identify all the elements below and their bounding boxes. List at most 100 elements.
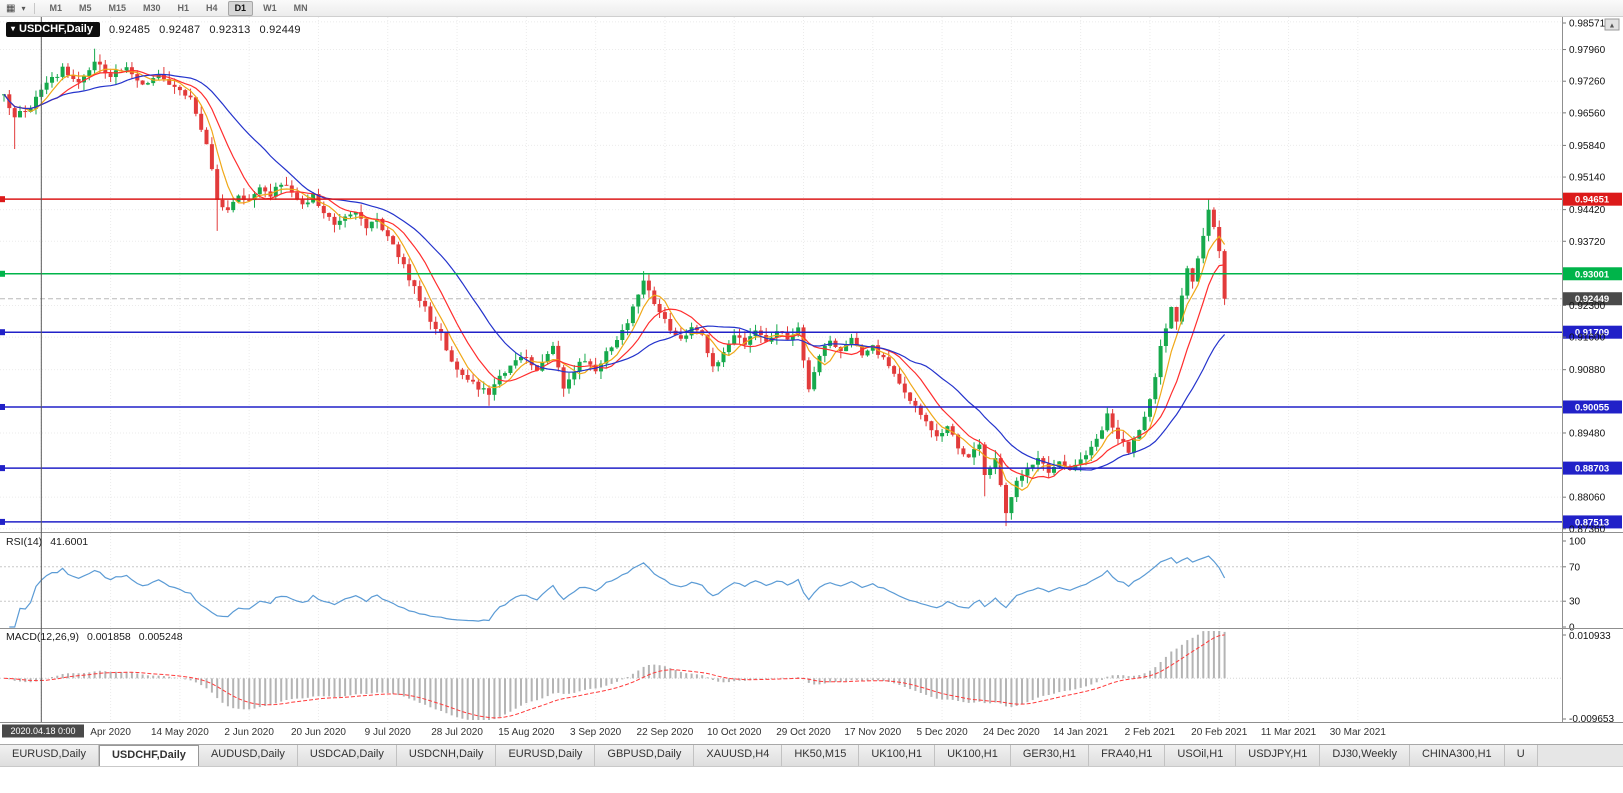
svg-text:0.010933: 0.010933 <box>1569 631 1611 642</box>
svg-text:0.96560: 0.96560 <box>1569 108 1606 119</box>
horizontal-line[interactable]: 0.93001 <box>0 267 1622 281</box>
svg-text:5 Dec 2020: 5 Dec 2020 <box>917 727 969 738</box>
timeframe-button-m15[interactable]: M15 <box>108 2 127 13</box>
horizontal-line[interactable]: 0.90055 <box>0 400 1622 414</box>
svg-text:0.88703: 0.88703 <box>1575 464 1609 475</box>
macd-label: MACD(12,26,9) <box>6 631 79 643</box>
svg-text:0.97260: 0.97260 <box>1569 77 1606 88</box>
ma-red <box>3 69 1225 480</box>
symbol-caret-icon: ▾ <box>11 24 16 33</box>
svg-text:0.91709: 0.91709 <box>1575 328 1609 339</box>
svg-text:0.95840: 0.95840 <box>1569 141 1606 152</box>
timeframe-button-w1[interactable]: W1 <box>263 2 277 13</box>
timeframe-button-mn[interactable]: MN <box>293 2 308 13</box>
current-price-label: 0.92449 <box>1563 292 1622 306</box>
chart-tab[interactable]: DJ30,Weekly <box>1320 745 1410 766</box>
svg-text:0.87360: 0.87360 <box>1569 524 1606 535</box>
up-arrow-icon: ▲ <box>1609 23 1616 30</box>
quote-open: 0.92485 <box>108 23 151 36</box>
chart-tab[interactable]: USDCNH,Daily <box>396 745 497 766</box>
chart-tab[interactable]: GER30,H1 <box>1010 745 1090 766</box>
timeframe-button-d1[interactable]: D1 <box>227 0 254 16</box>
chart-tab[interactable]: GBPUSD,Daily <box>595 745 695 766</box>
macd-signal-line <box>3 634 1225 719</box>
chart-tab[interactable]: USDCAD,Daily <box>297 745 397 766</box>
svg-text:0.91600: 0.91600 <box>1569 333 1606 344</box>
svg-text:0.98571: 0.98571 <box>1569 19 1606 30</box>
svg-text:0.87513: 0.87513 <box>1575 517 1609 528</box>
svg-text:-0.009653: -0.009653 <box>1569 714 1614 725</box>
chart-tab[interactable]: UK100,H1 <box>935 745 1011 766</box>
svg-text:28 Jul 2020: 28 Jul 2020 <box>431 727 483 738</box>
rsi-label: RSI(14) <box>6 536 43 548</box>
symbol-label: USDCHF,Daily <box>19 23 93 35</box>
ma-gold <box>3 68 1226 492</box>
svg-text:30 Mar 2021: 30 Mar 2021 <box>1330 727 1387 738</box>
svg-text:0.95140: 0.95140 <box>1569 173 1606 184</box>
chart-tab[interactable]: CHINA300,H1 <box>1409 745 1505 766</box>
macd-title: MACD(12,26,9) 0.001858 0.005248 <box>6 631 183 643</box>
horizontal-line[interactable]: 0.87513 <box>0 515 1622 529</box>
macd-pane: 0.010933 -0.009653 <box>0 631 1614 725</box>
svg-text:2 Feb 2021: 2 Feb 2021 <box>1125 727 1176 738</box>
horizontal-line[interactable]: 0.88703 <box>0 461 1622 475</box>
svg-text:Apr 2020: Apr 2020 <box>90 727 131 738</box>
chart-tab[interactable]: AUDUSD,Daily <box>198 745 298 766</box>
svg-text:0.94651: 0.94651 <box>1575 195 1610 206</box>
svg-text:0.93720: 0.93720 <box>1569 237 1606 248</box>
macd-value2: 0.005248 <box>138 631 183 643</box>
quote-high: 0.92487 <box>159 23 201 36</box>
chart-tab[interactable]: U <box>1504 745 1538 766</box>
chart-tab-bar: EURUSD,Daily USDCHF,Daily AUDUSD,Daily USDC… <box>0 744 1623 767</box>
time-axis[interactable]: Apr 2020 14 May 2020 2 Jun 2020 20 Jun 2020… <box>90 727 1386 738</box>
chart-tab[interactable]: HK50,M15 <box>782 745 860 766</box>
svg-text:30: 30 <box>1569 597 1581 608</box>
svg-text:15 Aug 2020: 15 Aug 2020 <box>498 727 555 738</box>
svg-text:20 Feb 2021: 20 Feb 2021 <box>1191 727 1248 738</box>
svg-text:20 Jun 2020: 20 Jun 2020 <box>291 727 346 738</box>
svg-text:0.89480: 0.89480 <box>1569 428 1606 439</box>
chart-tab[interactable]: FRA40,H1 <box>1089 745 1166 766</box>
timeframe-button-m5[interactable]: M5 <box>78 2 92 13</box>
macd-value1: 0.001858 <box>86 631 131 643</box>
crosshair-date-box <box>2 724 84 738</box>
timeframe-button-m1[interactable]: M1 <box>49 2 62 13</box>
quote-close: 0.92449 <box>259 23 301 36</box>
chart-tab[interactable]: EURUSD,Daily <box>0 745 99 766</box>
horizontal-line[interactable]: 0.94651 <box>0 192 1622 206</box>
chart-tab[interactable]: USDCHF,Daily <box>98 745 199 766</box>
svg-text:0.88060: 0.88060 <box>1569 493 1606 504</box>
grid <box>0 17 1562 722</box>
chart-area[interactable]: 0.94651 0.93001 0.91709 0.90055 0.88703 0.875… <box>0 17 1623 741</box>
rsi-value: 41.6001 <box>50 536 89 548</box>
chart-tab[interactable]: EURUSD,Daily <box>496 745 596 766</box>
symbol-selector[interactable]: ▾ USDCHF,Daily <box>6 22 100 37</box>
candles <box>2 48 1227 527</box>
ma-blue <box>3 73 1226 471</box>
svg-text:11 Mar 2021: 11 Mar 2021 <box>1261 727 1317 738</box>
horizontal-line[interactable]: 0.91709 <box>0 325 1622 339</box>
chart-select-caret-icon[interactable]: ▾ <box>21 3 26 13</box>
svg-text:0.90880: 0.90880 <box>1569 365 1606 376</box>
chart-canvas[interactable]: 0.94651 0.93001 0.91709 0.90055 0.88703 0.875… <box>0 17 1623 741</box>
svg-text:29 Oct 2020: 29 Oct 2020 <box>776 727 831 738</box>
quote-low: 0.92313 <box>209 23 251 36</box>
chart-tab[interactable]: XAUUSD,H4 <box>694 745 783 766</box>
timeframe-button-h4[interactable]: H4 <box>206 2 218 13</box>
rsi-line <box>9 555 1226 628</box>
top-toolbar: ▦ ▾ M1 M5 M15 M30 H1 H4 D1 W1 MN <box>0 0 1623 17</box>
chart-tab[interactable]: USDJPY,H1 <box>1236 745 1321 766</box>
crosshair: 2020.04.18 0:00 <box>2 17 84 738</box>
chart-tab[interactable]: UK100,H1 <box>859 745 936 766</box>
price-axis[interactable]: 0.98571 0.97960 0.97260 0.96560 0.95840 0.951… <box>1562 19 1606 536</box>
svg-text:14 May 2020: 14 May 2020 <box>151 727 209 738</box>
chart-window-icon[interactable]: ▦ <box>6 2 16 14</box>
svg-text:2 Jun 2020: 2 Jun 2020 <box>224 727 274 738</box>
svg-text:9 Jul 2020: 9 Jul 2020 <box>365 727 412 738</box>
chart-tab[interactable]: USOil,H1 <box>1165 745 1237 766</box>
timeframe-button-h1[interactable]: H1 <box>177 2 190 13</box>
svg-text:14 Jan 2021: 14 Jan 2021 <box>1053 727 1108 738</box>
scroll-up-button[interactable]: ▲ <box>1604 18 1620 31</box>
timeframe-button-m30[interactable]: M30 <box>143 2 161 13</box>
